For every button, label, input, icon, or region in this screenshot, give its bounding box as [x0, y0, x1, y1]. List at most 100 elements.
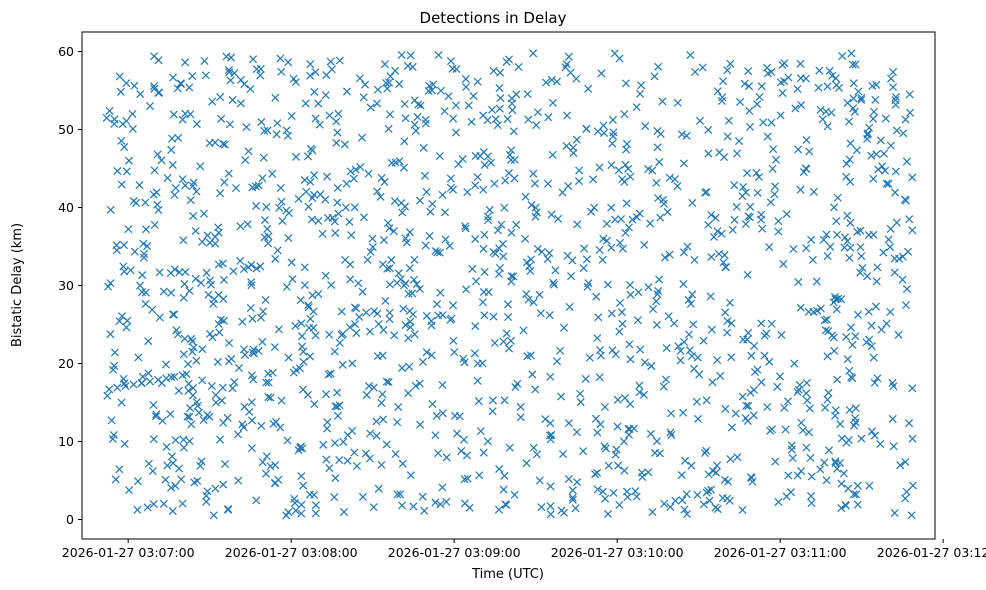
data-point	[660, 253, 669, 262]
data-point	[851, 60, 860, 69]
data-point	[647, 362, 656, 371]
data-point	[821, 326, 830, 335]
data-point	[797, 467, 806, 476]
data-point	[598, 255, 607, 264]
data-point	[113, 383, 122, 392]
data-point	[621, 228, 630, 237]
data-point	[442, 497, 451, 506]
data-point	[831, 74, 840, 83]
data-point	[529, 169, 538, 178]
data-point	[686, 299, 695, 308]
data-point	[564, 52, 573, 61]
data-point	[521, 192, 530, 201]
data-point	[372, 417, 381, 426]
data-point	[867, 342, 876, 351]
data-point	[767, 118, 776, 127]
data-point	[264, 378, 273, 387]
data-point	[871, 95, 880, 104]
data-point	[314, 216, 323, 225]
data-point	[342, 179, 351, 188]
data-point	[849, 490, 858, 499]
data-point	[184, 379, 193, 388]
data-point	[723, 132, 732, 141]
data-point	[207, 382, 216, 391]
data-point	[163, 461, 172, 470]
data-point	[171, 436, 180, 445]
data-point	[680, 505, 689, 514]
data-point	[704, 486, 713, 495]
y-tick-label: 40	[58, 200, 74, 215]
data-point	[168, 459, 178, 468]
data-point	[330, 217, 339, 226]
data-point	[297, 319, 306, 328]
data-point	[415, 284, 424, 294]
data-point	[741, 220, 750, 229]
data-point	[405, 264, 414, 273]
data-point	[797, 101, 806, 110]
data-point	[514, 62, 523, 71]
data-point	[621, 160, 630, 169]
data-point	[343, 456, 352, 465]
data-point	[564, 181, 573, 191]
data-point	[278, 216, 287, 225]
data-point	[245, 407, 254, 416]
data-point	[125, 486, 134, 495]
data-point	[626, 355, 635, 364]
data-point	[488, 407, 497, 416]
data-point	[330, 347, 339, 356]
data-point	[529, 443, 538, 452]
data-point	[382, 377, 391, 386]
data-point	[446, 174, 455, 183]
data-point	[730, 215, 739, 224]
data-point	[421, 241, 430, 250]
data-point	[374, 320, 383, 329]
data-point	[409, 502, 418, 511]
data-point	[263, 224, 272, 233]
data-point	[300, 263, 309, 272]
data-point	[350, 203, 359, 212]
data-point	[532, 450, 541, 459]
data-point	[167, 483, 176, 492]
data-point	[500, 471, 509, 480]
data-point	[287, 111, 296, 121]
data-point	[862, 338, 871, 347]
data-point	[513, 379, 522, 388]
data-point	[847, 49, 856, 58]
data-point	[886, 243, 895, 252]
data-point	[200, 56, 209, 65]
data-point	[362, 308, 371, 317]
data-point	[655, 158, 664, 167]
data-point	[427, 321, 436, 330]
data-point	[183, 412, 192, 421]
data-point	[252, 264, 261, 273]
data-point	[662, 344, 671, 353]
data-point	[480, 230, 489, 239]
data-point	[633, 316, 642, 325]
data-point	[288, 275, 297, 284]
data-point	[744, 67, 753, 76]
data-point	[778, 89, 787, 98]
data-point	[744, 401, 753, 410]
data-point	[569, 149, 578, 158]
y-tick-label: 10	[58, 434, 74, 449]
data-point	[572, 428, 581, 437]
data-point	[460, 499, 469, 508]
data-point	[276, 183, 285, 192]
data-point	[663, 207, 672, 216]
data-point	[571, 504, 580, 513]
data-point	[491, 115, 500, 124]
data-point	[380, 60, 389, 69]
data-point	[346, 275, 355, 284]
data-point	[496, 68, 505, 77]
y-tick-label: 50	[58, 122, 74, 137]
data-point	[483, 116, 492, 125]
data-point	[596, 351, 605, 360]
data-point	[263, 126, 272, 135]
data-point	[782, 492, 791, 501]
data-point	[145, 377, 154, 386]
data-point	[743, 270, 752, 279]
data-point	[713, 461, 722, 470]
data-point	[373, 352, 382, 361]
data-point	[239, 423, 248, 432]
data-point	[495, 464, 504, 474]
